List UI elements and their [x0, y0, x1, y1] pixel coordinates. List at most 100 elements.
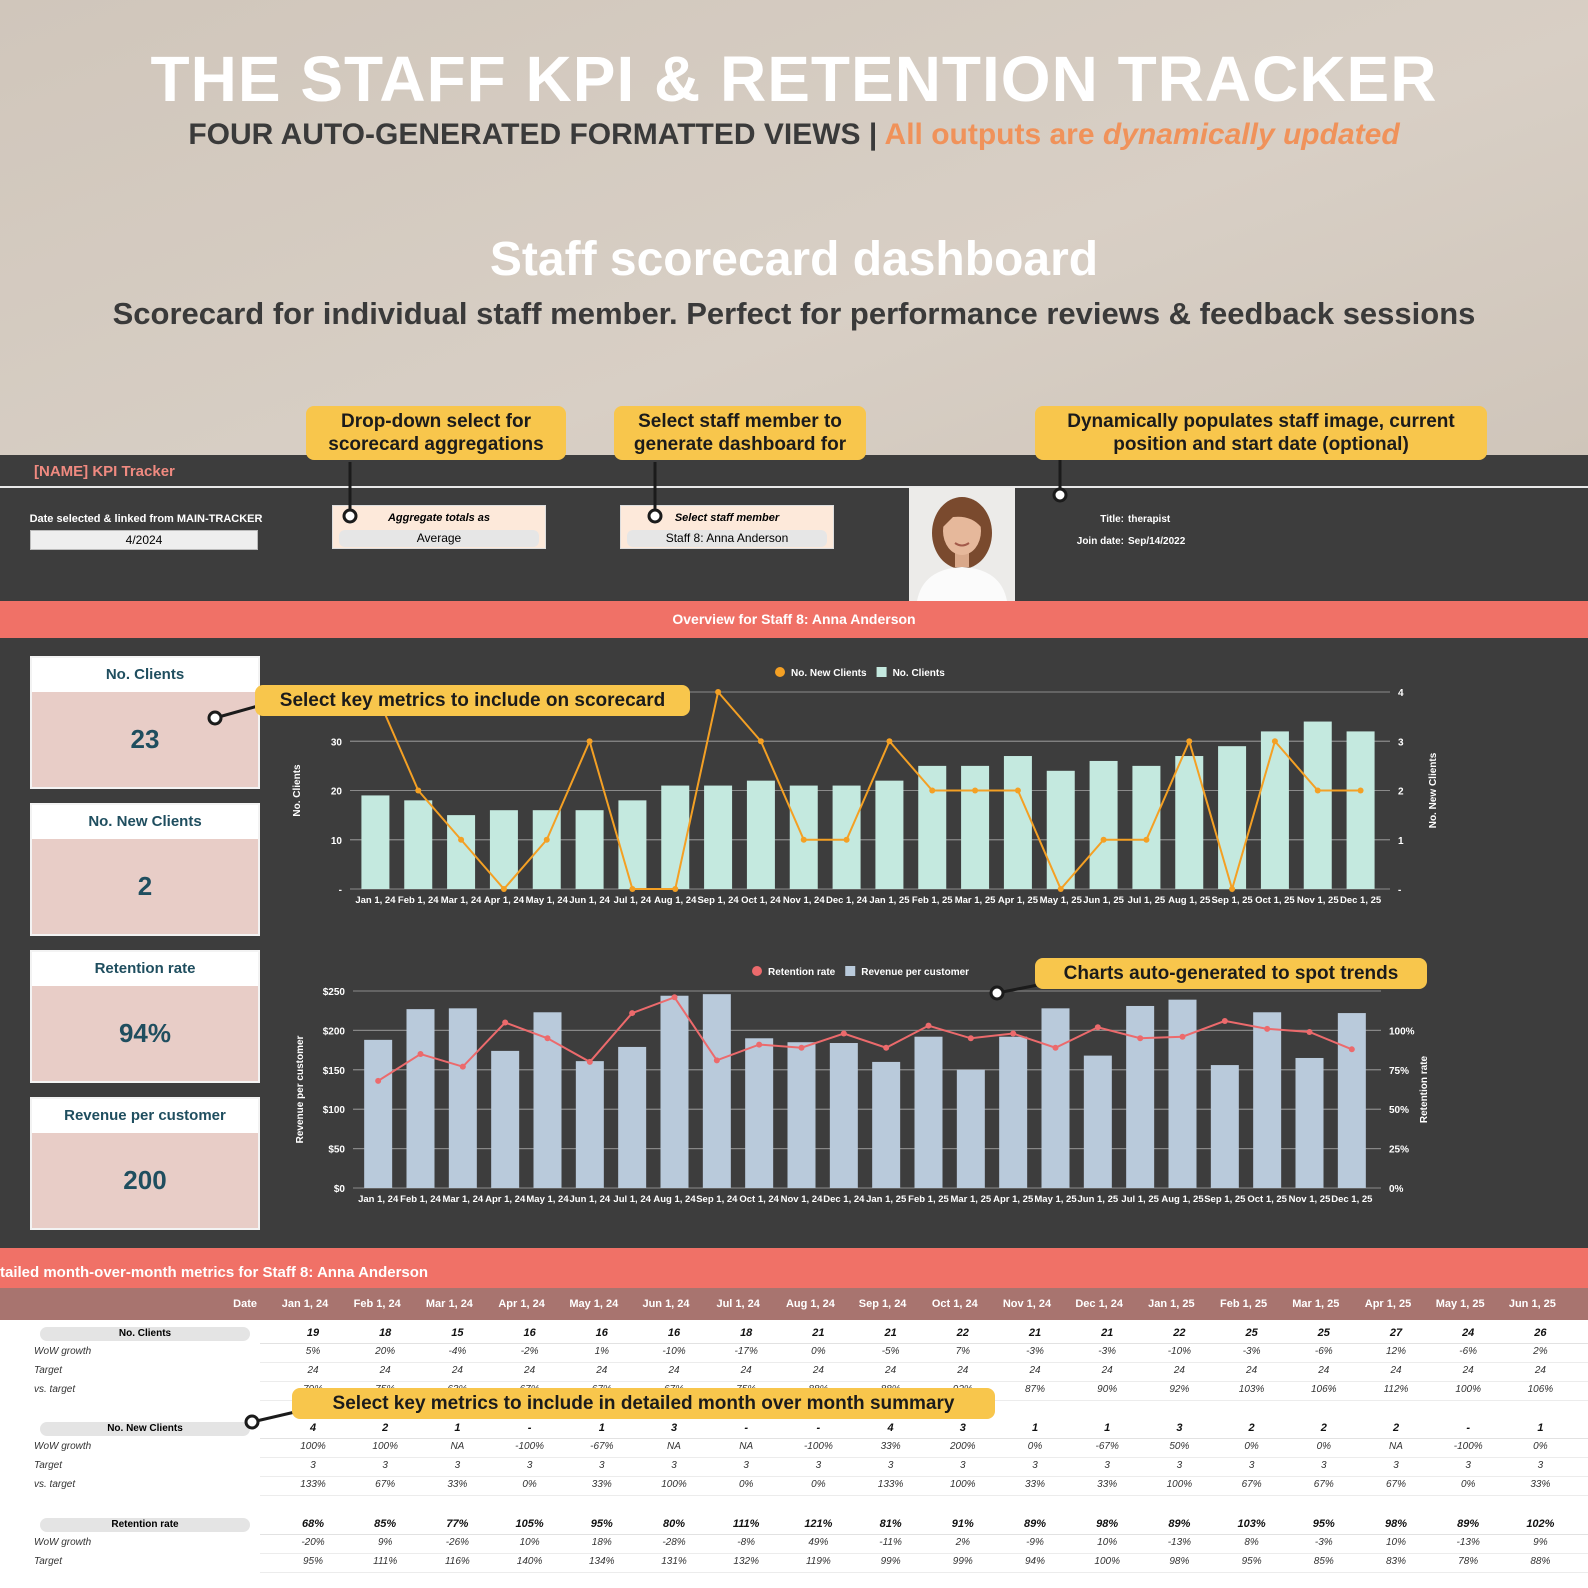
- bar: [1083, 1055, 1112, 1188]
- kpi-label: Revenue per customer: [32, 1099, 258, 1133]
- cell: 24: [1462, 1327, 1475, 1339]
- legend-marker: [845, 966, 856, 976]
- y2-tick-label: 2: [1398, 787, 1404, 798]
- column-header: Aug 1, 24: [785, 1298, 835, 1310]
- x-tick-label: Jan 1, 25: [869, 895, 910, 906]
- cell: 87%: [1024, 1384, 1045, 1395]
- bar: [1132, 765, 1161, 889]
- x-tick-label: Mar 1, 24: [442, 1194, 483, 1205]
- y-axis-label: Revenue per customer: [295, 1035, 306, 1143]
- cell: 16: [595, 1327, 608, 1339]
- cell: 0%: [1533, 1441, 1548, 1452]
- x-tick-label: Mar 1, 25: [955, 895, 996, 906]
- x-tick-label: Sep 1, 24: [697, 895, 739, 906]
- column-header: Apr 1, 25: [1364, 1298, 1412, 1310]
- date-value: 4/2024: [30, 530, 258, 550]
- point: [972, 787, 979, 794]
- section-title: Staff scorecard dashboard: [489, 233, 1099, 286]
- x-tick-label: Jan 1, 25: [866, 1194, 907, 1205]
- kpi-label: No. New Clients: [32, 805, 258, 839]
- cell: 91%: [951, 1518, 974, 1530]
- bar: [704, 785, 733, 889]
- cell: 8%: [1244, 1537, 1259, 1548]
- cell: 18%: [591, 1537, 612, 1548]
- cell: 24: [1246, 1365, 1258, 1376]
- cell: 24: [596, 1365, 608, 1376]
- cell: 3: [815, 1460, 822, 1471]
- cell: 2: [1248, 1422, 1255, 1434]
- cell: 0%: [811, 1346, 826, 1357]
- table-header-row: [0, 1288, 1588, 1320]
- cell: -6%: [1459, 1346, 1478, 1357]
- cell: 24: [1390, 1365, 1402, 1376]
- aggregate-dropdown[interactable]: Average: [339, 530, 539, 547]
- bar: [1089, 760, 1118, 889]
- cell: 1: [454, 1422, 461, 1434]
- column-header: Nov 1, 24: [1002, 1298, 1052, 1310]
- cell: 68%: [301, 1518, 325, 1530]
- cell: -: [816, 1422, 821, 1434]
- cell: 24: [451, 1365, 463, 1376]
- cell: 7%: [955, 1346, 971, 1357]
- cell: 24: [379, 1365, 391, 1376]
- point: [713, 1057, 720, 1064]
- cell: -10%: [1167, 1346, 1192, 1357]
- point: [1264, 1025, 1271, 1032]
- overview-banner: Overview for Staff 8: Anna Anderson: [0, 601, 1588, 638]
- page-subtitle: FOUR AUTO-GENERATED FORMATTED VIEWS | Al…: [0, 118, 1588, 152]
- row-group-label: No. Clients: [40, 1327, 250, 1341]
- x-tick-label: Jan 1, 24: [358, 1194, 399, 1205]
- x-tick-label: Mar 1, 24: [441, 895, 482, 906]
- cell: 1: [598, 1422, 605, 1434]
- cell: 94%: [1024, 1556, 1045, 1567]
- x-tick-label: Oct 1, 24: [739, 1194, 779, 1205]
- cell: 3: [1104, 1460, 1110, 1471]
- y-tick-label: 20: [331, 787, 343, 798]
- bar: [575, 1061, 604, 1188]
- column-header: Oct 1, 24: [931, 1298, 978, 1310]
- cell: 18: [379, 1327, 392, 1339]
- cell: 3: [743, 1460, 749, 1471]
- staff-dropdown[interactable]: Staff 8: Anna Anderson: [627, 530, 827, 547]
- kpi-value: 94%: [118, 1018, 172, 1048]
- bar: [1175, 756, 1204, 889]
- column-header: May 1, 25: [1435, 1298, 1485, 1310]
- cell: 95%: [1312, 1518, 1335, 1530]
- point: [925, 1022, 932, 1029]
- cell: 0%: [738, 1479, 754, 1490]
- point: [757, 738, 764, 745]
- cell: 102%: [1526, 1518, 1555, 1530]
- aggregate-box: Aggregate totals as Average: [332, 505, 546, 549]
- app-name: [NAME] KPI Tracker: [34, 463, 175, 480]
- cell: 67%: [1313, 1479, 1334, 1490]
- cell: 3: [599, 1460, 605, 1471]
- row-line: [260, 1572, 1588, 1573]
- y2-tick-label: 0%: [1389, 1184, 1404, 1195]
- point: [1100, 836, 1107, 843]
- x-tick-label: Sep 1, 25: [1211, 895, 1253, 906]
- cell: -100%: [515, 1441, 545, 1452]
- column-header: Mar 1, 24: [425, 1298, 473, 1310]
- bar: [1295, 1057, 1324, 1188]
- point: [458, 836, 465, 843]
- kpi-card: Retention rate 94%: [30, 950, 260, 1083]
- legend-marker: [752, 966, 762, 976]
- divider: [0, 486, 1588, 488]
- cell: 67%: [375, 1479, 396, 1490]
- bar: [361, 795, 390, 889]
- cell: -6%: [1314, 1346, 1333, 1357]
- x-tick-label: Oct 1, 25: [1247, 1194, 1287, 1205]
- cell: 111%: [732, 1518, 760, 1530]
- x-tick-label: Nov 1, 25: [1297, 895, 1339, 906]
- row-line: [260, 1362, 1588, 1363]
- cell: 90%: [1097, 1384, 1118, 1395]
- cell: 0%: [1316, 1441, 1332, 1452]
- kpi-value: 23: [130, 724, 160, 754]
- bar: [1303, 721, 1332, 889]
- cell: 22: [956, 1327, 969, 1339]
- cell: 0%: [1027, 1441, 1043, 1452]
- point: [1357, 787, 1364, 794]
- cell: 25: [1245, 1327, 1258, 1339]
- cell: 2: [382, 1422, 389, 1434]
